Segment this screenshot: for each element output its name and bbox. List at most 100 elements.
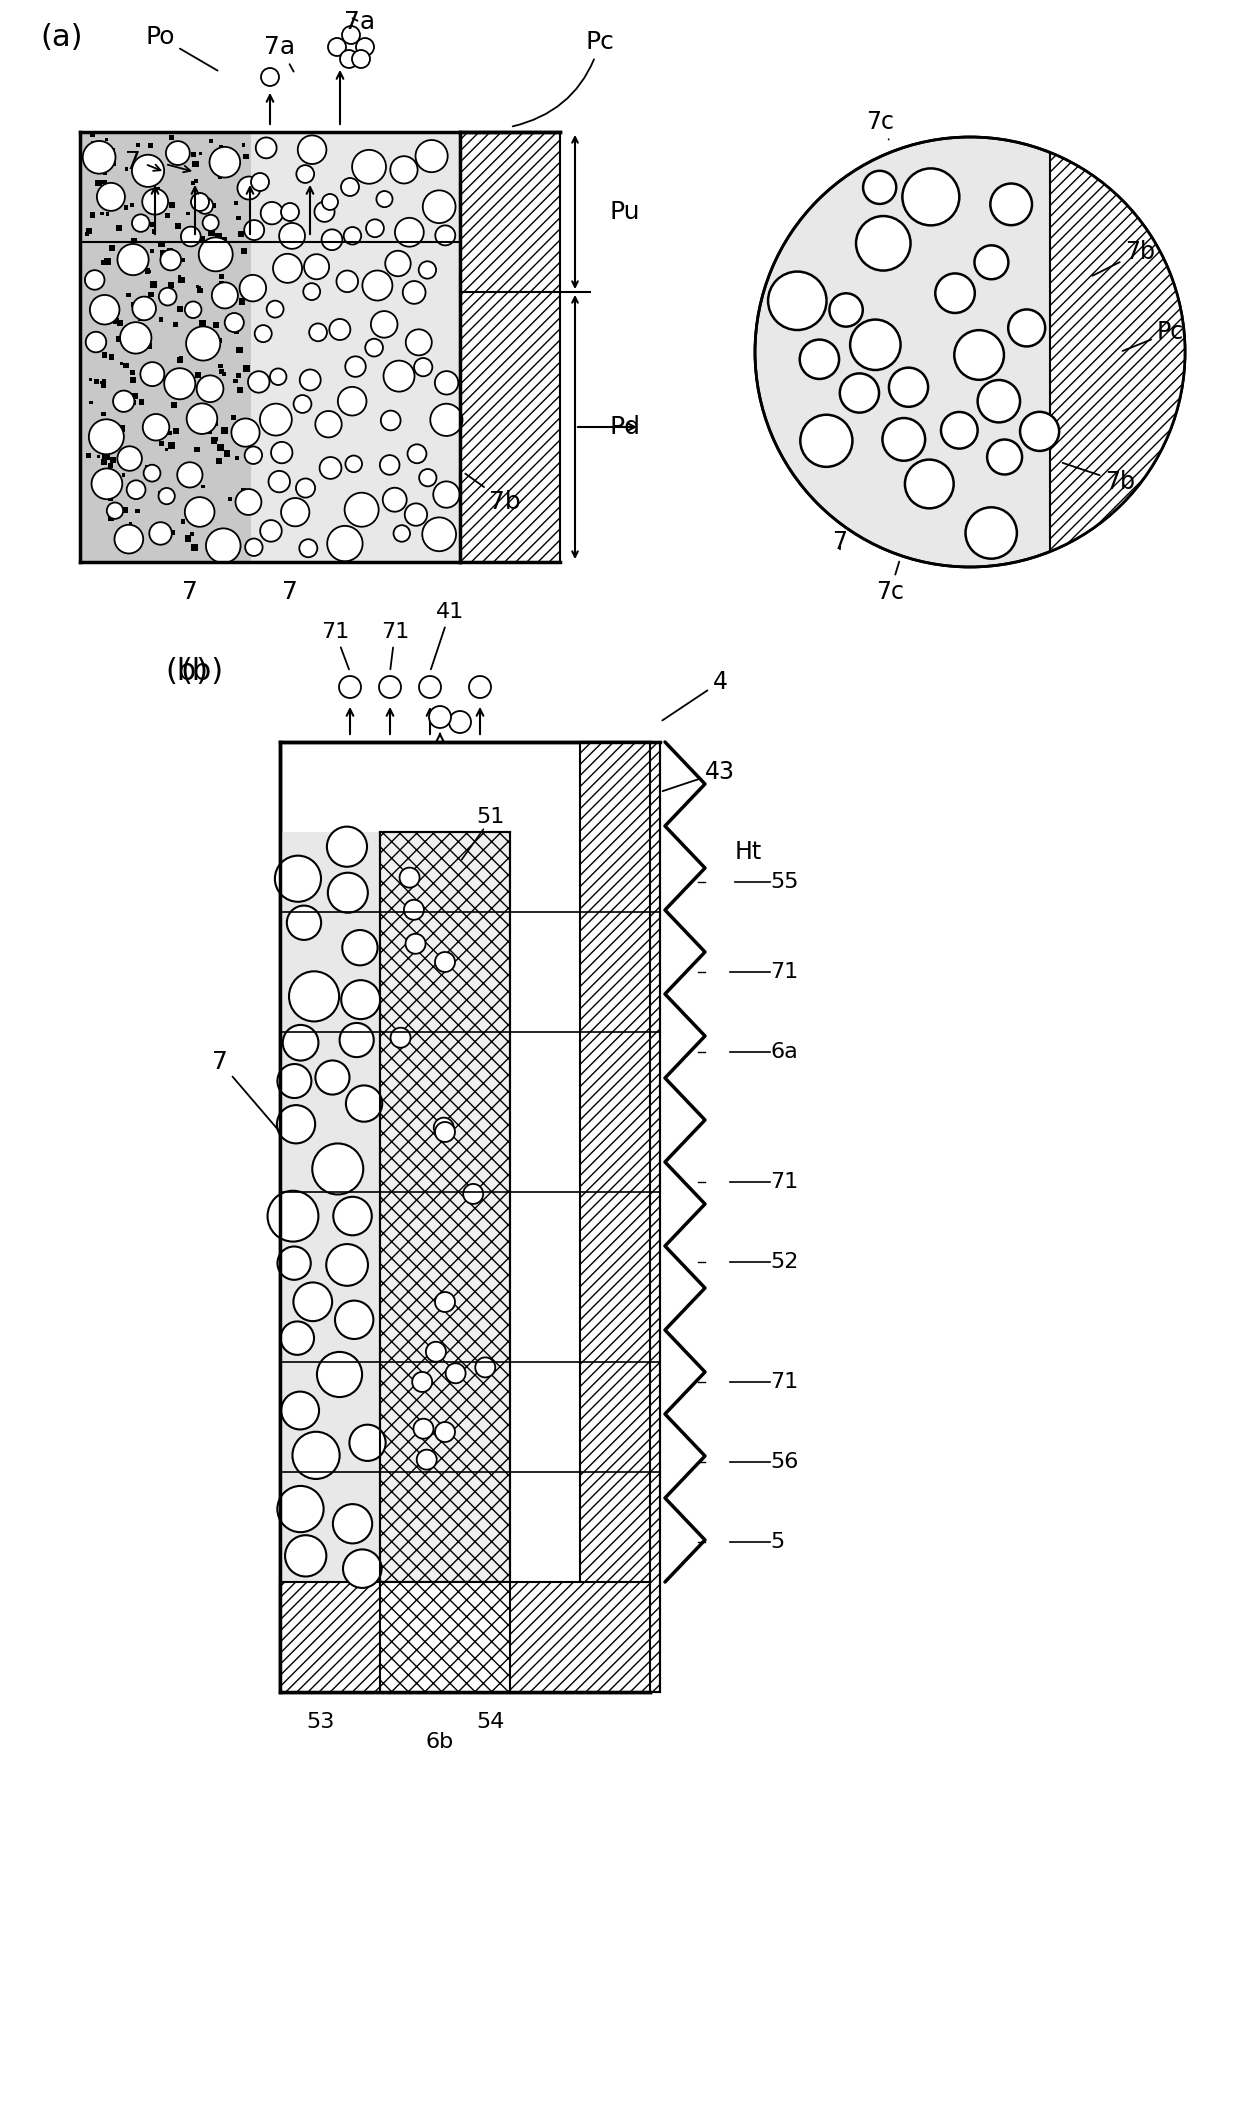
- Bar: [136, 144, 140, 148]
- Bar: [228, 496, 232, 501]
- Bar: [149, 177, 154, 184]
- Circle shape: [851, 319, 900, 370]
- Bar: [280, 1582, 650, 1692]
- Circle shape: [239, 275, 267, 302]
- Bar: [219, 275, 224, 279]
- Bar: [107, 213, 109, 215]
- Circle shape: [279, 224, 305, 249]
- Circle shape: [404, 900, 424, 921]
- Bar: [169, 530, 175, 534]
- Circle shape: [935, 272, 975, 313]
- Circle shape: [345, 492, 378, 526]
- Bar: [219, 169, 224, 175]
- Circle shape: [337, 386, 367, 416]
- Bar: [104, 454, 110, 460]
- Text: Pc: Pc: [512, 30, 615, 127]
- Circle shape: [335, 1301, 373, 1339]
- Bar: [200, 237, 205, 241]
- Circle shape: [197, 376, 223, 401]
- Bar: [124, 363, 129, 367]
- Circle shape: [315, 203, 335, 222]
- Circle shape: [350, 1426, 386, 1462]
- Bar: [177, 357, 184, 363]
- Bar: [157, 374, 164, 380]
- Bar: [117, 336, 123, 342]
- Circle shape: [343, 226, 361, 245]
- Bar: [159, 492, 162, 496]
- Circle shape: [433, 482, 460, 507]
- Bar: [211, 203, 216, 207]
- Bar: [195, 203, 202, 209]
- Text: 56: 56: [770, 1453, 799, 1472]
- Text: 54: 54: [476, 1713, 505, 1732]
- Circle shape: [131, 154, 164, 186]
- Bar: [198, 196, 202, 199]
- Circle shape: [371, 310, 398, 338]
- Circle shape: [381, 410, 401, 431]
- Bar: [159, 317, 162, 321]
- Circle shape: [300, 370, 321, 391]
- Bar: [86, 454, 91, 458]
- Circle shape: [987, 439, 1022, 475]
- Bar: [102, 353, 108, 357]
- Circle shape: [327, 826, 367, 866]
- Text: (b): (b): [165, 657, 208, 686]
- Circle shape: [315, 1060, 350, 1094]
- Bar: [150, 222, 156, 226]
- Circle shape: [464, 1185, 484, 1204]
- Circle shape: [975, 245, 1008, 279]
- Circle shape: [417, 1449, 436, 1470]
- Text: 7c: 7c: [866, 110, 894, 139]
- Bar: [193, 180, 197, 184]
- Circle shape: [386, 251, 410, 277]
- Text: Ht: Ht: [735, 841, 763, 864]
- Bar: [149, 291, 154, 298]
- Circle shape: [434, 1117, 454, 1138]
- Circle shape: [260, 403, 291, 435]
- Bar: [280, 741, 650, 1692]
- Bar: [1050, 137, 1240, 566]
- Bar: [131, 486, 135, 490]
- Text: 7c: 7c: [875, 562, 904, 604]
- Circle shape: [270, 367, 286, 384]
- Circle shape: [267, 300, 284, 317]
- Circle shape: [326, 1244, 368, 1286]
- Bar: [102, 412, 107, 416]
- Circle shape: [198, 237, 233, 270]
- Text: 6a: 6a: [770, 1041, 797, 1062]
- Circle shape: [341, 980, 381, 1020]
- Bar: [105, 156, 109, 161]
- Bar: [460, 131, 560, 562]
- Circle shape: [966, 507, 1017, 560]
- Circle shape: [140, 361, 165, 386]
- Circle shape: [393, 526, 410, 541]
- Circle shape: [342, 25, 360, 44]
- Bar: [97, 456, 100, 458]
- Circle shape: [322, 194, 339, 209]
- Circle shape: [475, 1358, 495, 1377]
- Bar: [119, 361, 123, 365]
- Text: 71: 71: [770, 961, 799, 982]
- Bar: [215, 437, 218, 441]
- Circle shape: [346, 1086, 382, 1121]
- Bar: [195, 372, 201, 378]
- Bar: [156, 188, 160, 190]
- Circle shape: [206, 528, 241, 564]
- Bar: [145, 465, 151, 471]
- Text: 7a: 7a: [345, 11, 376, 34]
- Bar: [99, 304, 105, 308]
- Bar: [172, 429, 179, 435]
- Circle shape: [202, 215, 218, 230]
- Circle shape: [377, 190, 393, 207]
- Circle shape: [181, 226, 201, 247]
- Circle shape: [435, 1421, 455, 1442]
- Circle shape: [210, 148, 241, 177]
- Circle shape: [187, 403, 217, 433]
- Circle shape: [346, 456, 362, 473]
- Circle shape: [889, 367, 928, 408]
- Bar: [238, 431, 242, 435]
- Bar: [134, 530, 141, 536]
- Circle shape: [356, 38, 374, 57]
- Bar: [102, 380, 105, 382]
- Bar: [103, 171, 107, 175]
